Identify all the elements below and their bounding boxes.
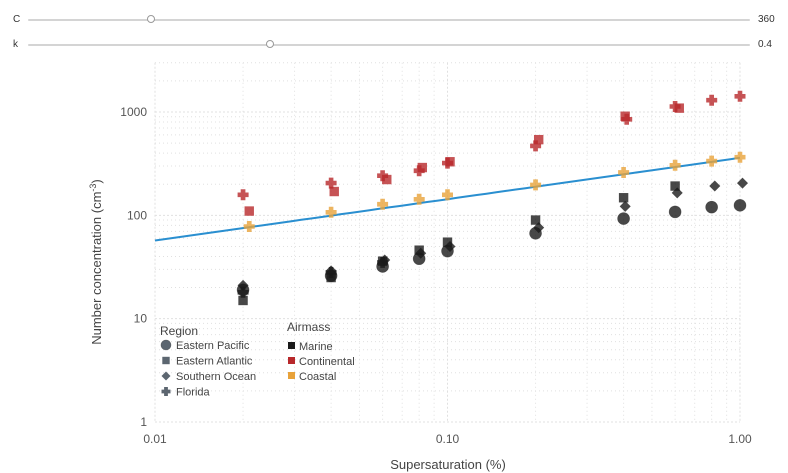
data-point-circle-marine xyxy=(733,199,747,212)
data-point-cross-continental xyxy=(621,113,633,125)
data-point-cross-coastal xyxy=(377,198,389,210)
y-tick-label: 100 xyxy=(127,208,147,222)
legend-coastal-swatch xyxy=(288,372,295,379)
data-point-diamond-marine xyxy=(619,200,631,212)
data-point-cross-continental xyxy=(413,165,425,177)
slider-c-value: 360 xyxy=(758,14,775,25)
data-point-cross-continental xyxy=(706,94,718,106)
data-point-cross-continental xyxy=(237,189,249,201)
legend-region-label: Eastern Pacific xyxy=(176,340,250,352)
y-axis-label: Number concentration (cm-3) xyxy=(88,179,104,345)
y-axis-label-main: Number concentration (cm xyxy=(89,192,104,345)
slider-k[interactable]: k 0.4 xyxy=(0,38,788,54)
y-tick-label: 1000 xyxy=(120,105,147,119)
data-point-diamond-marine xyxy=(737,177,749,189)
data-point-cross-continental xyxy=(325,177,337,189)
data-point-cross-marine xyxy=(377,256,389,268)
data-point-square-marine xyxy=(618,193,629,203)
legend-region-label: Southern Ocean xyxy=(176,371,256,383)
data-point-diamond-marine xyxy=(444,240,456,252)
data-point-square-marine xyxy=(530,215,541,225)
data-point-cross-continental xyxy=(530,140,542,152)
data-point-cross-coastal xyxy=(734,151,746,163)
slider-k-label: k xyxy=(13,39,18,50)
data-point-cross-continental xyxy=(669,101,681,112)
legend-airmass-label: Marine xyxy=(299,341,333,353)
legend-region-title: Region xyxy=(160,324,198,338)
legend-diamond-icon xyxy=(161,371,171,381)
data-point-cross-marine xyxy=(237,286,249,298)
x-tick-label: 0.10 xyxy=(436,432,460,446)
data-point-circle-marine xyxy=(668,205,682,219)
data-point-cross-coastal xyxy=(325,206,337,218)
slider-k-thumb[interactable] xyxy=(265,40,274,48)
data-point-cross-coastal xyxy=(442,189,453,201)
data-point-cross-coastal xyxy=(669,159,681,171)
data-point-diamond-marine xyxy=(671,187,683,199)
y-axis-label-superscript: -3 xyxy=(88,184,98,192)
data-point-cross-continental xyxy=(442,157,453,169)
data-point-circle-marine xyxy=(617,212,630,225)
data-point-diamond-marine xyxy=(237,279,249,291)
slider-c-thumb[interactable] xyxy=(146,15,155,23)
legend: Region Eastern Pacific Eastern Atlantic Sou… xyxy=(160,320,355,399)
data-point-circle-marine xyxy=(705,200,718,214)
legend-region-label: Eastern Atlantic xyxy=(176,356,253,368)
legend-airmass-label: Continental xyxy=(299,356,355,368)
x-tick-label: 1.00 xyxy=(728,432,752,446)
data-point-cross-coastal xyxy=(413,193,425,205)
data-point-cross-coastal xyxy=(530,179,542,191)
slider-c-track[interactable] xyxy=(28,19,750,21)
data-points xyxy=(236,90,749,306)
data-point-square-continental xyxy=(382,174,392,185)
data-point-square-marine xyxy=(442,237,453,247)
axes: 0.01 0.10 1.00 1 10 100 1000 xyxy=(120,105,752,446)
legend-region-label: Florida xyxy=(176,387,211,399)
legend-circle-icon xyxy=(160,339,172,351)
data-point-cross-continental xyxy=(377,170,389,182)
legend-airmass-label: Coastal xyxy=(299,371,336,383)
data-point-square-continental xyxy=(533,134,544,145)
data-point-cross-marine xyxy=(325,267,337,278)
data-point-square-continental xyxy=(244,206,254,216)
y-tick-label: 10 xyxy=(134,312,148,326)
data-point-cross-coastal xyxy=(243,221,255,232)
y-tick-label: 1 xyxy=(140,415,147,429)
y-axis-label-end: ) xyxy=(89,179,104,183)
x-axis-label: Supersaturation (%) xyxy=(390,457,506,472)
x-tick-label: 0.01 xyxy=(143,432,167,446)
data-point-diamond-marine xyxy=(533,222,545,234)
data-point-cross-coastal xyxy=(618,167,630,178)
legend-airmass-title: Airmass xyxy=(287,320,330,334)
legend-square-icon xyxy=(162,356,170,365)
legend-cross-icon xyxy=(161,387,171,396)
data-point-square-marine xyxy=(670,181,680,191)
data-point-cross-continental xyxy=(734,90,746,102)
legend-marine-swatch xyxy=(288,342,295,349)
data-point-square-continental xyxy=(417,162,427,173)
slider-k-track[interactable] xyxy=(28,44,750,46)
data-point-square-marine xyxy=(238,295,248,306)
slider-c[interactable]: C 360 xyxy=(0,13,788,29)
data-point-square-continental xyxy=(329,186,339,197)
data-point-diamond-marine xyxy=(415,247,427,259)
data-point-diamond-marine xyxy=(709,180,721,192)
data-point-cross-coastal xyxy=(706,155,718,167)
slider-c-label: C xyxy=(13,14,21,25)
slider-k-value: 0.4 xyxy=(758,39,772,50)
legend-continental-swatch xyxy=(288,357,295,364)
